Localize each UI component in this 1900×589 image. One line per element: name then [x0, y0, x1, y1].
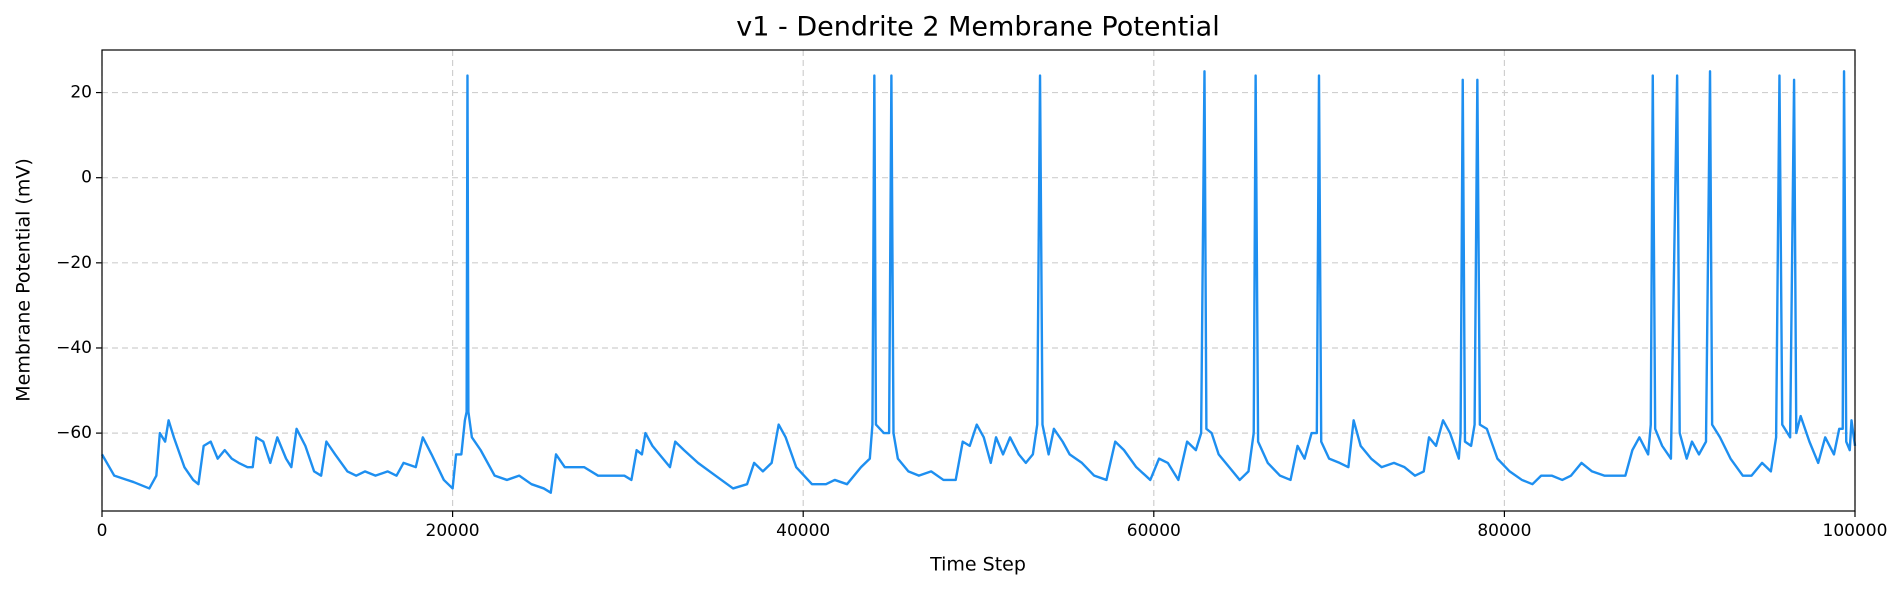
y-tick-label: −20 [56, 253, 92, 273]
y-tick-label: −40 [56, 338, 92, 358]
x-tick-label: 100000 [1823, 521, 1888, 541]
x-axis-label: Time Step [929, 554, 1026, 576]
y-tick-label: −60 [56, 423, 92, 443]
chart-title: v1 - Dendrite 2 Membrane Potential [736, 12, 1219, 43]
x-tick-label: 60000 [1127, 521, 1181, 541]
x-tick-label: 40000 [776, 521, 830, 541]
data-line [100, 70, 1857, 494]
x-tick-label: 80000 [1477, 521, 1531, 541]
y-axis-label: Membrane Potential (mV) [13, 158, 35, 401]
x-tick-label: 0 [97, 521, 108, 541]
plot-frame [101, 49, 1856, 512]
x-tick-label: 20000 [426, 521, 480, 541]
y-tick-label: 20 [70, 83, 92, 103]
y-tick-label: 0 [81, 168, 92, 188]
